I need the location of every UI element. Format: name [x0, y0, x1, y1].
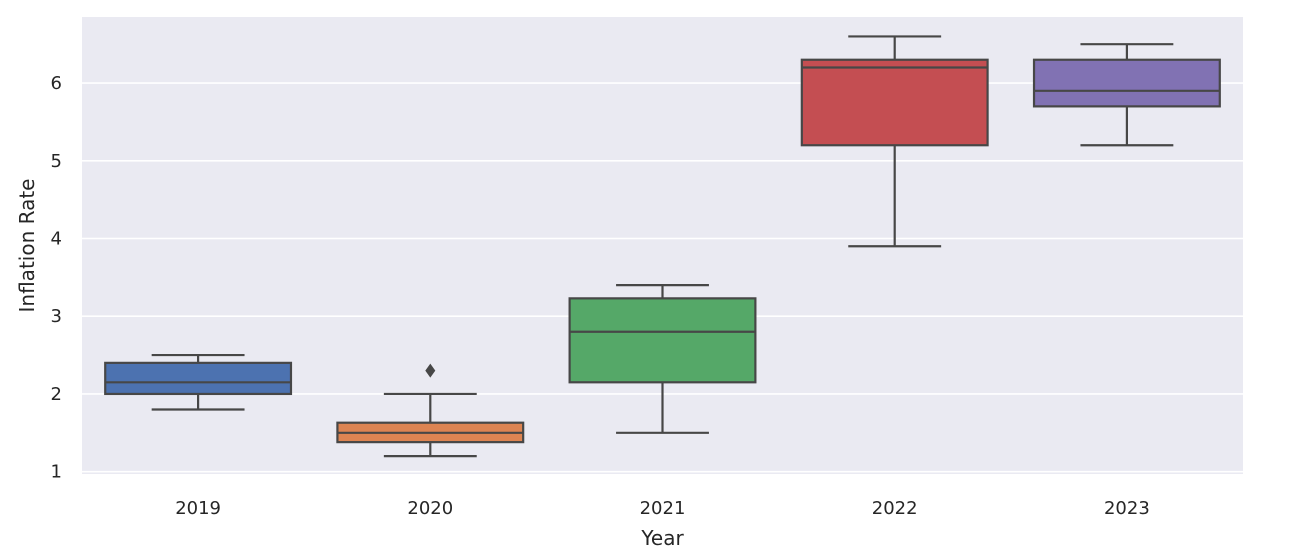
x-tick-label: 2023: [1104, 498, 1150, 519]
box-2021: [568, 284, 757, 434]
x-tick-label: 2022: [872, 498, 918, 519]
y-tick-label: 6: [51, 73, 62, 94]
x-axis-label: Year: [640, 526, 684, 550]
x-tick-labels: 2019 2020 2021 2022 2023: [175, 498, 1150, 519]
x-tick-label: 2020: [407, 498, 453, 519]
box-body: [104, 361, 293, 396]
box-body: [800, 58, 989, 147]
y-tick-label: 5: [51, 151, 62, 172]
box-2023: [1032, 43, 1221, 147]
boxes: [104, 35, 1221, 458]
box-2019: [104, 353, 293, 411]
box-body: [1032, 58, 1221, 108]
y-tick-label: 3: [51, 306, 62, 327]
y-tick-label: 4: [51, 229, 62, 250]
x-tick-label: 2019: [175, 498, 221, 519]
box-2020: [336, 363, 525, 458]
y-tick-labels: 1 2 3 4 5 6: [51, 73, 62, 483]
y-tick-label: 2: [51, 384, 62, 405]
box-body: [568, 297, 757, 384]
x-tick-label: 2021: [640, 498, 686, 519]
y-axis-label: Inflation Rate: [15, 179, 39, 313]
y-tick-label: 1: [51, 462, 62, 483]
outlier-point: [425, 363, 436, 378]
box-2022: [800, 35, 989, 248]
